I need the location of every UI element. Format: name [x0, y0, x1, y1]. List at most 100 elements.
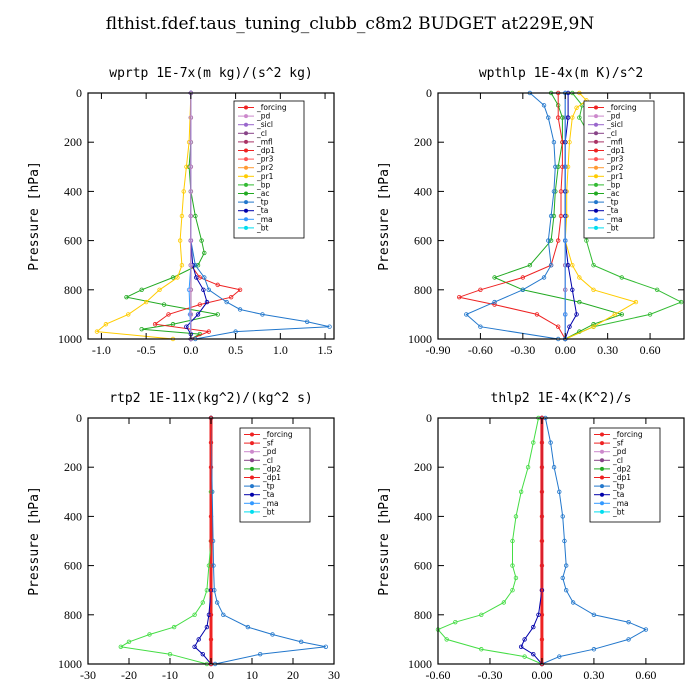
legend-label: _forcing — [262, 430, 293, 439]
legend-marker — [594, 165, 598, 170]
legend-label: _pd — [612, 447, 627, 456]
y-tick-label: 200 — [414, 135, 432, 149]
y-tick-label: 200 — [64, 135, 82, 149]
legend-marker — [594, 182, 598, 187]
legend-marker — [600, 484, 604, 489]
data-point — [188, 238, 194, 243]
legend-label: _ta — [606, 206, 618, 215]
data-point — [171, 624, 177, 630]
legend-label: _cl — [256, 129, 267, 138]
y-tick-label: 200 — [414, 460, 432, 474]
legend-marker — [244, 200, 248, 205]
y-tick-label: 600 — [64, 234, 82, 248]
legend-label: _ma — [262, 499, 279, 508]
y-tick-label: 800 — [414, 608, 432, 622]
data-point — [563, 164, 568, 169]
data-point — [202, 250, 207, 256]
legend-label: _mfl — [256, 137, 273, 146]
legend-marker — [600, 501, 604, 506]
y-tick-label: 1000 — [408, 332, 432, 346]
legend-marker — [244, 157, 248, 162]
data-point — [224, 299, 229, 305]
data-point — [204, 588, 210, 593]
legend-marker — [594, 105, 598, 110]
x-tick-label: -10 — [162, 668, 178, 682]
data-point — [612, 312, 617, 317]
data-point — [551, 189, 557, 194]
data-point — [548, 440, 553, 445]
data-point — [577, 299, 582, 305]
data-point — [510, 538, 515, 544]
data-point — [327, 324, 332, 329]
chart-panel-4: thlp2 1E-4x(K^2)/s Pressure [hPa] -0.60 -0.… — [377, 391, 685, 682]
y-tick-label: 400 — [414, 184, 432, 198]
data-point — [211, 563, 216, 568]
legend-label: _ta — [612, 490, 624, 499]
data-point — [94, 329, 100, 334]
data-point — [237, 307, 243, 312]
y-tick-label: 400 — [414, 509, 432, 523]
legend-label: _pr1 — [256, 172, 274, 181]
legend-marker — [594, 217, 598, 222]
chart-title: rtp2 1E-11x(kg^2)/(kg^2 s) — [109, 391, 313, 406]
legend-marker — [244, 122, 248, 127]
legend-label: _tp — [256, 198, 269, 207]
data-point — [177, 238, 183, 243]
data-point — [215, 282, 220, 288]
data-point — [510, 563, 515, 568]
legend-label: _pd — [256, 112, 271, 121]
data-point — [181, 189, 186, 194]
legend-marker — [244, 148, 248, 153]
x-tick-label: 0.30 — [597, 343, 618, 357]
data-point — [152, 322, 158, 327]
data-point — [179, 213, 185, 219]
data-point — [188, 164, 194, 169]
legend-marker — [594, 157, 598, 162]
legend-label: _bt — [256, 223, 269, 232]
data-point — [531, 440, 536, 445]
legend-label: _tp — [606, 198, 619, 207]
data-point — [520, 287, 526, 292]
data-point — [591, 612, 597, 617]
y-tick-label: 200 — [64, 460, 82, 474]
data-point — [237, 287, 243, 292]
data-point — [567, 139, 572, 145]
data-point — [548, 213, 554, 219]
data-point — [200, 600, 205, 605]
data-point — [188, 287, 194, 292]
legend-label: _pr2 — [606, 163, 624, 172]
data-point — [570, 263, 575, 268]
legend-marker — [244, 131, 248, 136]
data-point — [167, 651, 173, 657]
legend-marker — [250, 449, 254, 454]
data-point — [555, 164, 561, 169]
data-point — [591, 287, 596, 292]
data-point — [678, 299, 684, 305]
data-point — [548, 238, 554, 243]
data-point — [444, 637, 449, 642]
data-point — [139, 326, 144, 332]
data-point — [647, 312, 653, 317]
data-point — [139, 287, 144, 292]
data-point — [492, 275, 497, 280]
legend-label: _sf — [612, 439, 624, 448]
data-point — [555, 238, 561, 243]
legend-marker — [594, 191, 598, 196]
data-point — [570, 115, 575, 120]
plot-frame — [437, 417, 685, 665]
data-point — [188, 312, 194, 317]
data-point — [539, 538, 545, 544]
legend-marker — [600, 492, 604, 497]
data-point — [626, 619, 631, 625]
data-point — [643, 627, 649, 632]
data-point — [201, 287, 206, 292]
x-tick-label: -0.60 — [426, 668, 451, 682]
x-tick-label: 0.0 — [183, 343, 198, 357]
data-point — [147, 632, 152, 637]
legend-marker — [600, 432, 604, 437]
legend-label: _cl — [606, 129, 617, 138]
legend-marker — [594, 208, 598, 213]
legend-label: _forcing — [612, 430, 643, 439]
legend-label: _tp — [262, 482, 275, 491]
